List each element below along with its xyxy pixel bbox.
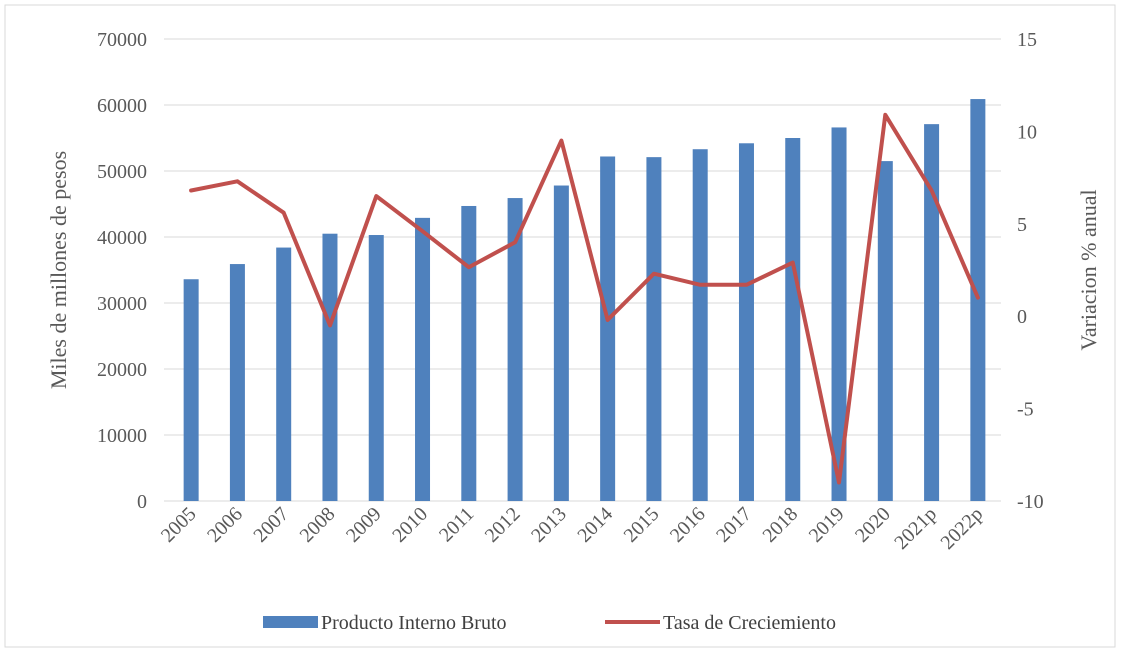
bar (877, 161, 893, 501)
bar (970, 99, 986, 501)
y2-tick-label: 10 (1017, 121, 1037, 143)
y-tick-label: 30000 (97, 293, 147, 315)
y-tick-label: 20000 (97, 359, 147, 381)
y-axis-label: Miles de millones de pesos (46, 151, 71, 389)
y2-tick-label: 0 (1017, 306, 1027, 328)
bar (507, 198, 523, 501)
y2-axis-label: Variacion % anual (1076, 189, 1101, 350)
bar (276, 247, 292, 501)
bar (415, 217, 431, 502)
bar (322, 233, 338, 501)
y-tick-label: 70000 (97, 29, 147, 51)
y-tick-label: 0 (137, 491, 147, 513)
bar (924, 124, 940, 501)
bar (183, 279, 199, 501)
y-tick-label: 50000 (97, 161, 147, 183)
legend-label: Tasa de Creciemiento (663, 612, 836, 634)
y2-tick-label: 5 (1017, 214, 1027, 236)
y2-tick-label: 15 (1017, 29, 1037, 51)
y2-tick-label: -10 (1017, 491, 1044, 513)
y-tick-label: 10000 (97, 425, 147, 447)
bar (368, 235, 384, 501)
y-tick-label: 60000 (97, 95, 147, 117)
legend-swatch (263, 616, 318, 628)
bar (785, 138, 801, 501)
y-tick-label: 40000 (97, 227, 147, 249)
bar (461, 205, 477, 502)
bar (553, 185, 569, 501)
bar (229, 264, 245, 501)
bar (600, 156, 616, 502)
y2-tick-label: -5 (1017, 399, 1034, 421)
line (189, 112, 980, 485)
legend-label: Producto Interno Bruto (321, 612, 507, 634)
bar (646, 157, 662, 501)
bar (692, 149, 708, 501)
bar (831, 127, 847, 501)
bar (738, 143, 754, 501)
